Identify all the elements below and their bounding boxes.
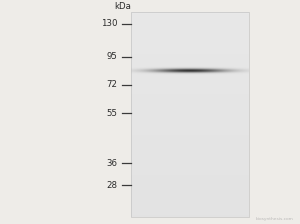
Text: 36: 36 bbox=[106, 159, 117, 168]
Text: 28: 28 bbox=[106, 181, 117, 190]
Text: 95: 95 bbox=[106, 52, 117, 61]
Text: 72: 72 bbox=[106, 80, 117, 89]
Text: kDa: kDa bbox=[115, 2, 132, 11]
Bar bbox=[130, 12, 248, 217]
Text: 130: 130 bbox=[101, 19, 117, 28]
Text: biosynthesis.com: biosynthesis.com bbox=[256, 217, 293, 221]
Text: 55: 55 bbox=[106, 109, 117, 118]
